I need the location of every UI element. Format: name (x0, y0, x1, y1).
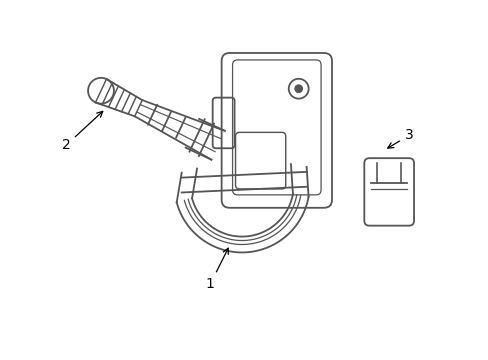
Text: 2: 2 (61, 111, 102, 152)
Text: 3: 3 (387, 129, 412, 148)
Text: 1: 1 (205, 248, 228, 291)
Circle shape (295, 85, 302, 92)
